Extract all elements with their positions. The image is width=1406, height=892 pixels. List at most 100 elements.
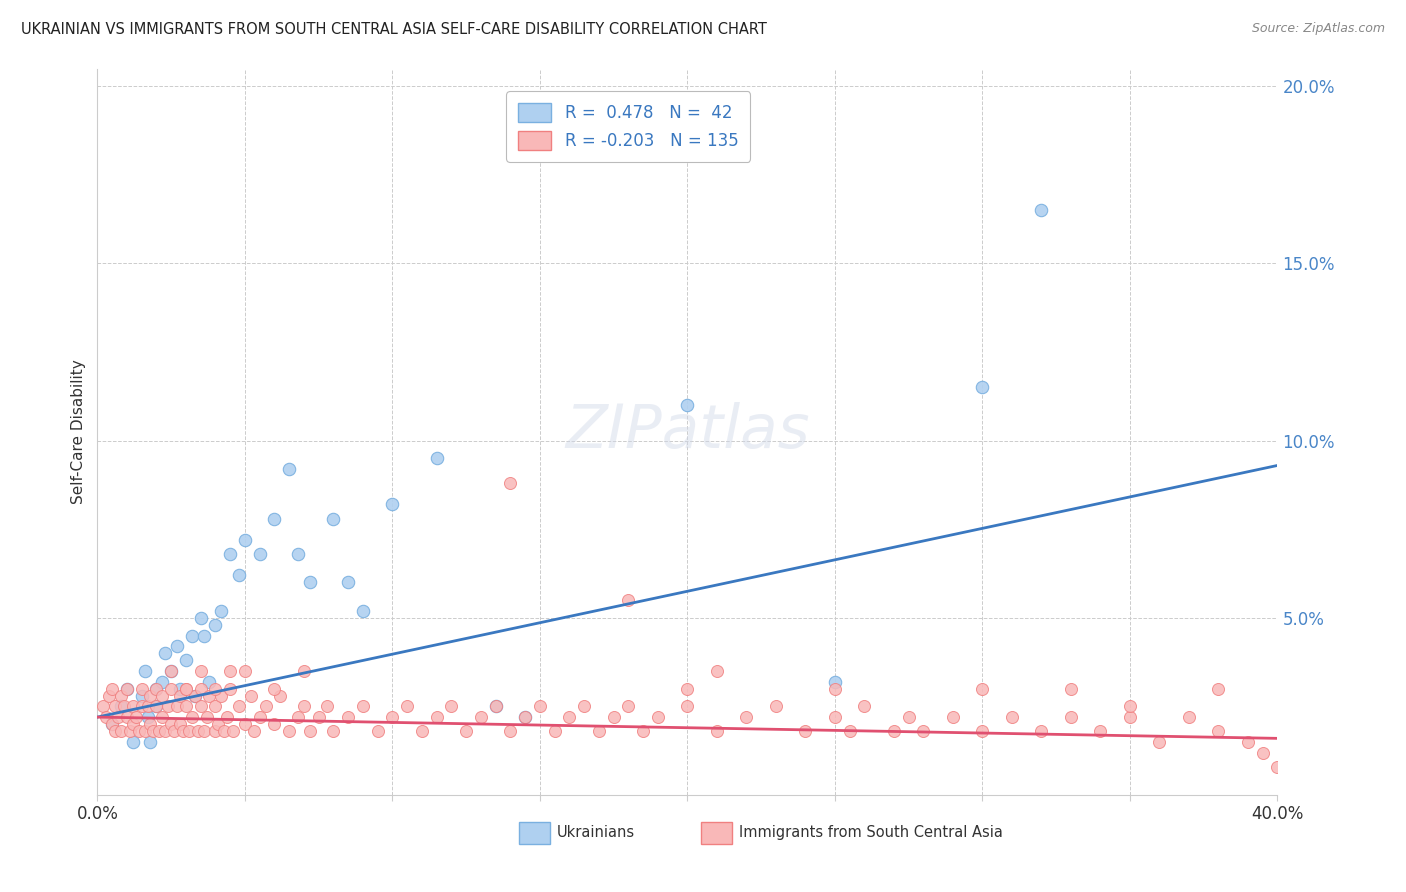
- Point: [1208, 681, 1230, 696]
- Point: [183, 689, 205, 703]
- Point: [219, 664, 242, 678]
- Point: [145, 699, 167, 714]
- Point: [1119, 710, 1142, 724]
- Point: [219, 547, 242, 561]
- Point: [337, 575, 360, 590]
- Point: [316, 699, 339, 714]
- Point: [824, 710, 846, 724]
- Point: [172, 724, 194, 739]
- Point: [153, 724, 176, 739]
- Point: [160, 717, 183, 731]
- Point: [180, 629, 202, 643]
- Point: [263, 511, 285, 525]
- Point: [529, 699, 551, 714]
- Point: [513, 710, 536, 724]
- Point: [183, 689, 205, 703]
- Point: [198, 689, 221, 703]
- Point: [647, 710, 669, 724]
- Point: [174, 681, 197, 696]
- Point: [233, 664, 256, 678]
- Point: [242, 724, 264, 739]
- Point: [212, 724, 235, 739]
- Legend: R =  0.478   N =  42, R = -0.203   N = 135: R = 0.478 N = 42, R = -0.203 N = 135: [506, 91, 751, 161]
- Point: [174, 653, 197, 667]
- Point: [912, 724, 935, 739]
- Point: [263, 681, 285, 696]
- Point: [239, 689, 262, 703]
- Point: [411, 724, 433, 739]
- Point: [1031, 724, 1053, 739]
- Point: [617, 593, 640, 607]
- Text: Ukrainians: Ukrainians: [557, 825, 634, 840]
- Point: [136, 710, 159, 724]
- Point: [1031, 203, 1053, 218]
- Point: [104, 724, 127, 739]
- Point: [193, 629, 215, 643]
- Point: [177, 724, 200, 739]
- Point: [96, 710, 118, 724]
- Point: [131, 699, 153, 714]
- Point: [139, 717, 162, 731]
- Point: [110, 689, 132, 703]
- Point: [499, 724, 522, 739]
- Point: [190, 611, 212, 625]
- Point: [128, 724, 150, 739]
- Point: [134, 724, 156, 739]
- Text: UKRAINIAN VS IMMIGRANTS FROM SOUTH CENTRAL ASIA SELF-CARE DISABILITY CORRELATION: UKRAINIAN VS IMMIGRANTS FROM SOUTH CENTR…: [21, 22, 766, 37]
- Point: [160, 681, 183, 696]
- Point: [352, 604, 374, 618]
- Point: [145, 699, 167, 714]
- Point: [228, 568, 250, 582]
- Point: [381, 710, 404, 724]
- Point: [209, 604, 232, 618]
- Point: [233, 717, 256, 731]
- Point: [513, 710, 536, 724]
- Point: [470, 710, 492, 724]
- Point: [222, 724, 245, 739]
- Point: [180, 710, 202, 724]
- Point: [101, 717, 124, 731]
- Point: [233, 533, 256, 547]
- Point: [169, 681, 191, 696]
- Point: [139, 689, 162, 703]
- Point: [972, 681, 994, 696]
- Point: [292, 664, 315, 678]
- Point: [193, 724, 215, 739]
- Point: [118, 724, 141, 739]
- Point: [115, 710, 138, 724]
- Point: [485, 699, 508, 714]
- Point: [101, 681, 124, 696]
- Point: [150, 674, 173, 689]
- Point: [145, 681, 167, 696]
- Point: [287, 710, 309, 724]
- Point: [543, 724, 565, 739]
- Point: [204, 699, 226, 714]
- Point: [160, 664, 183, 678]
- Point: [794, 724, 817, 739]
- Point: [150, 689, 173, 703]
- Point: [1090, 724, 1112, 739]
- Point: [1251, 746, 1274, 760]
- Point: [602, 710, 624, 724]
- Point: [269, 689, 291, 703]
- Point: [440, 699, 463, 714]
- Point: [125, 710, 148, 724]
- Point: [187, 724, 209, 739]
- Point: [121, 735, 143, 749]
- Point: [572, 699, 595, 714]
- Point: [263, 717, 285, 731]
- Point: [150, 710, 173, 724]
- Point: [588, 724, 610, 739]
- Point: [249, 710, 271, 724]
- Point: [838, 724, 860, 739]
- Point: [249, 547, 271, 561]
- Point: [107, 710, 129, 724]
- Point: [706, 664, 728, 678]
- Point: [169, 717, 191, 731]
- Point: [278, 462, 301, 476]
- Point: [110, 724, 132, 739]
- Point: [676, 681, 699, 696]
- Point: [853, 699, 876, 714]
- Point: [1060, 681, 1083, 696]
- Point: [278, 724, 301, 739]
